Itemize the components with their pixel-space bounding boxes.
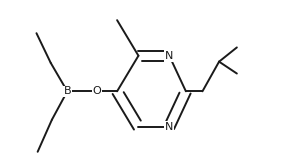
Text: B: B — [64, 86, 71, 96]
Text: N: N — [165, 122, 174, 132]
Text: N: N — [165, 51, 174, 61]
Text: O: O — [93, 86, 101, 96]
